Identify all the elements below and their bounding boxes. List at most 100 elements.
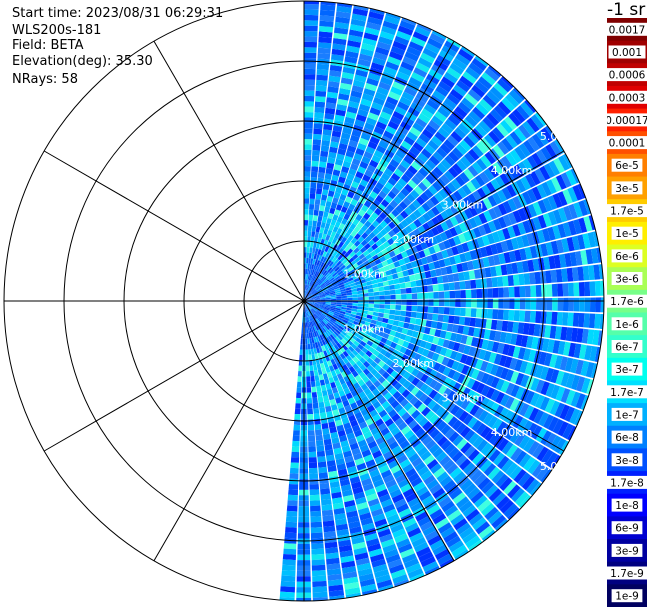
range-gate bbox=[464, 317, 471, 326]
range-gate bbox=[558, 440, 569, 455]
range-gate bbox=[336, 424, 345, 432]
range-label: 2.00km bbox=[393, 233, 435, 246]
range-gate bbox=[589, 281, 596, 296]
range-gate bbox=[352, 406, 361, 415]
range-gate bbox=[596, 247, 602, 263]
range-gate bbox=[470, 469, 483, 483]
range-gate bbox=[338, 340, 345, 347]
range-gate bbox=[306, 333, 310, 339]
range-gate bbox=[309, 204, 315, 210]
range-gate bbox=[304, 90, 315, 97]
range-gate bbox=[481, 480, 495, 494]
range-gate bbox=[533, 409, 545, 424]
range-gate bbox=[313, 369, 319, 376]
range-gate bbox=[373, 149, 384, 159]
range-gate bbox=[324, 246, 330, 253]
range-gate bbox=[347, 321, 353, 327]
ray bbox=[304, 2, 353, 301]
range-gate bbox=[342, 357, 349, 364]
range-gate bbox=[372, 450, 383, 459]
range-gate bbox=[405, 563, 422, 574]
range-gate bbox=[482, 222, 492, 234]
range-gate bbox=[481, 235, 490, 246]
range-gate bbox=[534, 365, 544, 379]
range-gate bbox=[429, 343, 438, 352]
range-gate bbox=[391, 186, 400, 196]
range-gate bbox=[331, 48, 345, 56]
range-gate bbox=[555, 370, 565, 385]
range-gate bbox=[404, 415, 415, 426]
range-gate bbox=[344, 155, 353, 163]
range-gate bbox=[304, 279, 307, 285]
range-gate bbox=[432, 392, 443, 403]
range-gate bbox=[474, 124, 488, 137]
range-gate bbox=[317, 456, 326, 463]
range-gate bbox=[357, 108, 369, 117]
range-gate bbox=[351, 481, 362, 490]
range-gate bbox=[565, 389, 576, 406]
range-gate bbox=[352, 363, 360, 371]
range-gate bbox=[540, 381, 550, 396]
range-gate bbox=[285, 527, 297, 534]
range-gate bbox=[355, 496, 367, 505]
range-gate bbox=[353, 382, 361, 390]
range-gate bbox=[328, 151, 337, 159]
range-gate bbox=[315, 243, 320, 249]
range-gate bbox=[371, 154, 381, 164]
range-gate bbox=[549, 325, 557, 339]
range-gate bbox=[507, 275, 514, 286]
range-gate bbox=[433, 291, 439, 299]
range-gate bbox=[317, 396, 324, 403]
range-gate bbox=[460, 290, 466, 299]
range-gate bbox=[334, 209, 341, 216]
range-gate bbox=[473, 327, 481, 338]
range-gate bbox=[317, 53, 331, 60]
range-gate bbox=[462, 504, 477, 518]
range-gate bbox=[454, 213, 464, 224]
range-gate bbox=[397, 178, 407, 188]
range-gate bbox=[314, 248, 319, 255]
range-gate bbox=[444, 40, 460, 53]
range-gate bbox=[347, 466, 358, 474]
range-gate bbox=[376, 224, 384, 232]
range-gate bbox=[385, 383, 394, 392]
range-gate bbox=[315, 429, 323, 436]
range-gate bbox=[547, 339, 555, 353]
range-gate bbox=[508, 250, 517, 263]
range-gate bbox=[413, 218, 422, 228]
range-gate bbox=[337, 2, 353, 8]
range-gate bbox=[444, 196, 454, 208]
range-gate bbox=[420, 52, 435, 64]
range-gate bbox=[336, 298, 342, 301]
range-gate bbox=[307, 241, 311, 248]
range-gate bbox=[341, 72, 354, 80]
range-gate bbox=[432, 417, 443, 428]
range-gate bbox=[376, 262, 384, 269]
range-gate bbox=[435, 517, 450, 530]
range-gate bbox=[438, 283, 444, 292]
range-gate bbox=[332, 250, 338, 257]
range-gate bbox=[484, 399, 495, 412]
range-gate bbox=[378, 267, 386, 274]
range-gate bbox=[422, 47, 438, 59]
range-gate bbox=[500, 76, 514, 89]
range-gate bbox=[307, 343, 311, 350]
range-gate bbox=[328, 288, 335, 292]
range-gate bbox=[323, 531, 337, 538]
range-gate bbox=[404, 206, 413, 216]
range-gate bbox=[315, 90, 327, 97]
range-gate bbox=[388, 441, 399, 450]
range-gate bbox=[421, 148, 432, 159]
range-gate bbox=[547, 416, 559, 432]
range-gate bbox=[347, 515, 360, 524]
range-gate bbox=[341, 298, 348, 301]
range-gate bbox=[412, 199, 421, 209]
range-gate bbox=[396, 454, 408, 464]
range-gate bbox=[342, 350, 349, 358]
range-gate bbox=[432, 336, 440, 345]
range-gate bbox=[379, 255, 387, 263]
range-gate bbox=[304, 79, 316, 86]
ray bbox=[304, 301, 496, 542]
range-gate bbox=[385, 479, 397, 489]
range-gate bbox=[366, 392, 375, 400]
